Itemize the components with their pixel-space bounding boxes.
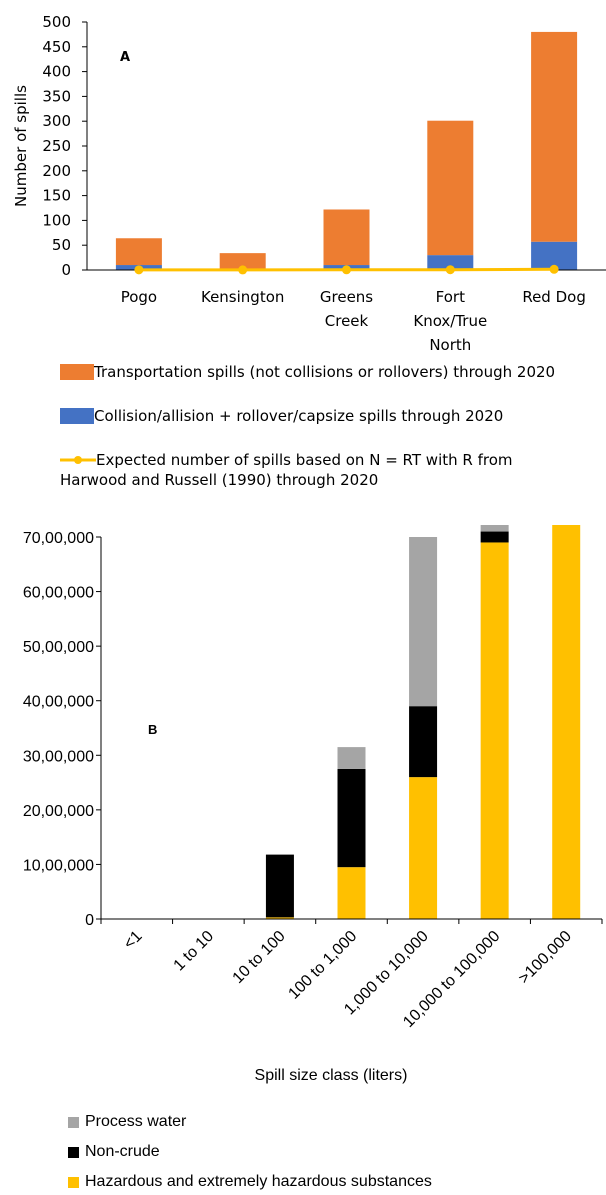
bar-non-crude [480, 531, 509, 543]
y-tick-label: 500 [42, 13, 71, 31]
y-axis-title: Number of spills [12, 85, 30, 207]
legend-a-item-transportation: Transportation spills (not collisions or… [60, 362, 564, 382]
legend-a-label-transportation: Transportation spills (not collisions or… [94, 363, 556, 381]
bar-transportation [115, 238, 162, 266]
y-tick-label: 350 [42, 87, 71, 105]
expected-spills-point [445, 265, 455, 275]
panel-label: A [120, 50, 130, 65]
legend-a-item-expected [60, 450, 96, 470]
x-tick-label: 10 to 100 [230, 928, 289, 987]
legend-a-swatch-transportation [60, 364, 94, 380]
bar-hazardous [337, 867, 366, 919]
legend-a-label-expected: Expected number of spills based on N = R… [60, 451, 513, 489]
bar-hazardous [409, 777, 438, 919]
expected-spills-point [342, 265, 351, 275]
legend-b-swatch-non-crude [68, 1146, 79, 1158]
y-tick-label: 100 [42, 211, 71, 229]
legend-b-swatch-hazardous [68, 1176, 79, 1188]
y-tick-label: 70,00,000 [23, 530, 94, 547]
y-tick-label: 20,00,000 [23, 803, 94, 820]
bar-non-crude [409, 706, 438, 778]
chart-a: 0 50 100 150 200 250 300 350 400 450 500 Number of … [12, 13, 606, 354]
legend-b-label-hazardous: Hazardous and extremely hazardous substa… [85, 1173, 432, 1190]
x-tick-label: Kensington [201, 288, 284, 306]
x-tick-label: <1 [121, 928, 146, 953]
legend-b-item-hazardous: Hazardous and extremely hazardous substa… [68, 1172, 432, 1192]
legend-a-label-collision: Collision/allision + rollover/capsize sp… [94, 407, 504, 425]
x-tick-label: Knox/True [413, 312, 487, 330]
legend-b-swatch-process-water [68, 1116, 79, 1128]
x-tick-label: Pogo [121, 288, 157, 306]
x-tick-label: 100 to 1,000 [285, 928, 360, 1003]
expected-spills-point [549, 264, 559, 274]
x-tick-label: Red Dog [522, 288, 586, 306]
y-tick-label: 10,00,000 [23, 857, 94, 874]
bar-process-water [409, 537, 438, 707]
legend-b-label-process-water: Process water [85, 1113, 187, 1130]
x-tick-label: North [429, 336, 471, 354]
y-tick-label: 450 [42, 38, 71, 56]
bar-hazardous [265, 917, 294, 919]
bar-collision [427, 255, 474, 270]
bar-transportation [323, 209, 370, 266]
bar-process-water [480, 525, 509, 532]
legend-b: Process water Non-crude Hazardous and ex… [68, 1112, 598, 1192]
x-tick-label: Greens [320, 288, 373, 306]
legend-b-item-non-crude: Non-crude [68, 1142, 160, 1162]
y-tick-label: 150 [42, 187, 71, 205]
legend-a-swatch-collision [60, 408, 94, 424]
y-tick-label: 200 [42, 162, 71, 180]
panel-label: B [148, 722, 157, 737]
expected-spills-point [134, 265, 144, 275]
bar-non-crude [265, 854, 294, 918]
legend-a-item-collision: Collision/allision + rollover/capsize sp… [60, 406, 503, 426]
bar-transportation [219, 253, 266, 270]
y-tick-label: 250 [42, 137, 71, 155]
y-tick-label: 400 [42, 63, 71, 81]
legend-b-label-non-crude: Non-crude [85, 1143, 160, 1160]
x-tick-label: >100,000 [516, 928, 576, 988]
legend-a-swatch-expected [60, 456, 96, 464]
y-tick-label: 50,00,000 [23, 639, 94, 656]
legend-b-item-process-water: Process water [68, 1112, 186, 1132]
bar-transportation [427, 120, 474, 256]
y-tick-label: 0 [85, 912, 94, 929]
x-tick-label: Creek [325, 312, 369, 330]
x-tick-label: 1 to 10 [171, 928, 218, 975]
y-tick-label: 40,00,000 [23, 694, 94, 711]
y-tick-label: 0 [61, 261, 71, 279]
bar-hazardous [480, 542, 509, 919]
x-axis-title: Spill size class (liters) [255, 1067, 408, 1084]
bar-process-water [337, 747, 366, 769]
bar-non-crude [337, 768, 366, 868]
expected-spills-point [238, 265, 248, 275]
y-tick-label: 300 [42, 112, 71, 130]
chart-b: 0 10,00,000 20,00,000 30,00,000 40,00,000 50,… [23, 525, 603, 1084]
bar-hazardous [552, 525, 581, 919]
legend-a: Transportation spills (not collisions or… [60, 362, 600, 502]
y-tick-label: 30,00,000 [23, 748, 94, 765]
y-tick-label: 50 [52, 236, 71, 254]
x-tick-label: Fort [436, 288, 465, 306]
bar-transportation [531, 31, 578, 242]
y-tick-label: 60,00,000 [23, 585, 94, 602]
